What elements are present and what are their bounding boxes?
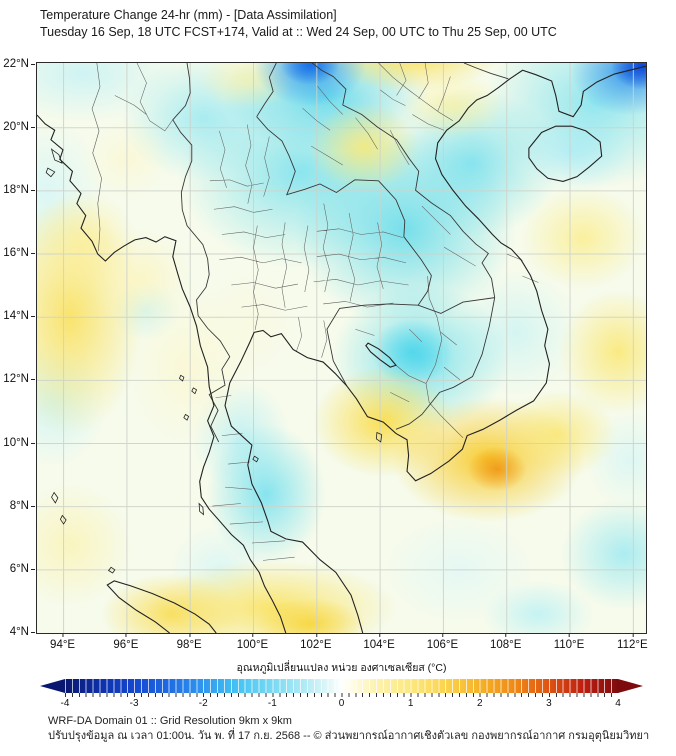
colorbar-tick-label: -4 (60, 698, 70, 709)
lon-tick-label: 106°E (426, 633, 459, 651)
colorbar-tick-label: 4 (615, 698, 621, 709)
colorbar-tick-label: -2 (198, 698, 208, 709)
colorbar-tick-labels: -4 -3 -2 -1 0 1 2 3 4 (61, 697, 621, 710)
islands (46, 149, 382, 573)
rivers (92, 63, 463, 438)
lon-tick-label: 110°E (553, 633, 585, 651)
grid-lines (37, 63, 646, 633)
colorbar-gradient (65, 679, 618, 693)
coastline (37, 66, 646, 633)
lon-tick-label: 108°E (489, 633, 522, 651)
lat-tick-label: 18°N (3, 183, 35, 196)
colorbar-tick-label: 2 (476, 698, 483, 709)
field-blob (478, 374, 639, 495)
lat-tick-label: 20°N (3, 120, 35, 133)
colorbar-minor-ticks (65, 693, 618, 697)
lon-tick-label: 98°E (176, 633, 202, 651)
colorbar-tick-label: 0 (338, 698, 345, 709)
lat-tick-label: 6°N (9, 562, 36, 575)
colorbar-label: อุณหภูมิเปลี่ยนแปลง หน่วย องศาเซลเซียส (… (236, 662, 447, 674)
footer: WRF-DA Domain 01 :: Grid Resolution 9km … (48, 714, 649, 744)
colorbar-tick-label: -1 (267, 698, 277, 709)
lat-tick-label: 10°N (3, 436, 35, 449)
temperature-field (37, 63, 646, 633)
longitude-axis: 94°E 96°E 98°E 100°E 102°E 104°E 106°E 108°E 110… (36, 633, 648, 653)
footer-domain-info: WRF-DA Domain 01 :: Grid Resolution 9km … (48, 715, 292, 727)
map-panel (36, 62, 647, 634)
lon-tick-label: 100°E (236, 633, 269, 651)
lat-tick-label: 16°N (3, 247, 35, 260)
colorbar-tick-label: 1 (407, 698, 414, 709)
lon-tick-label: 104°E (363, 633, 395, 651)
page-title: Temperature Change 24-hr (mm) - [Data As… (40, 8, 337, 22)
lon-tick-label: 102°E (300, 633, 332, 651)
lat-tick-label: 4°N (9, 626, 36, 638)
province-borders (115, 63, 539, 560)
lat-tick-label: 22°N (3, 57, 35, 70)
latitude-axis: 22°N 20°N 18°N 16°N 14°N 12°N 10°N 8°N 6°N 4°N (0, 58, 36, 638)
footer-update-info: ปรับปรุงข้อมูล ณ เวลา 01:00น. วัน พ. ที่… (48, 730, 650, 742)
map-borders-svg (37, 63, 646, 633)
colorbar-tick-label: -3 (129, 698, 139, 709)
country-borders (173, 63, 509, 442)
page-subtitle: Tuesday 16 Sep, 18 UTC FCST+174, Valid a… (40, 25, 557, 39)
title-block: Temperature Change 24-hr (mm) - [Data As… (40, 7, 557, 41)
colorbar-left-arrow (40, 679, 65, 693)
lon-tick-label: 96°E (113, 633, 139, 651)
lon-tick-label: 94°E (50, 633, 76, 651)
colorbar-row (40, 679, 643, 693)
lon-tick-label: 112°E (617, 633, 648, 651)
lat-tick-label: 8°N (9, 499, 36, 512)
lat-tick-label: 12°N (3, 373, 35, 386)
colorbar-right-arrow (618, 679, 643, 693)
colorbar-tick-label: 3 (546, 698, 552, 709)
lat-tick-label: 14°N (3, 310, 35, 323)
field-blob (172, 244, 323, 405)
colorbar: อุณหภูมิเปลี่ยนแปลง หน่วย องศาเซลเซียส (… (40, 659, 643, 710)
